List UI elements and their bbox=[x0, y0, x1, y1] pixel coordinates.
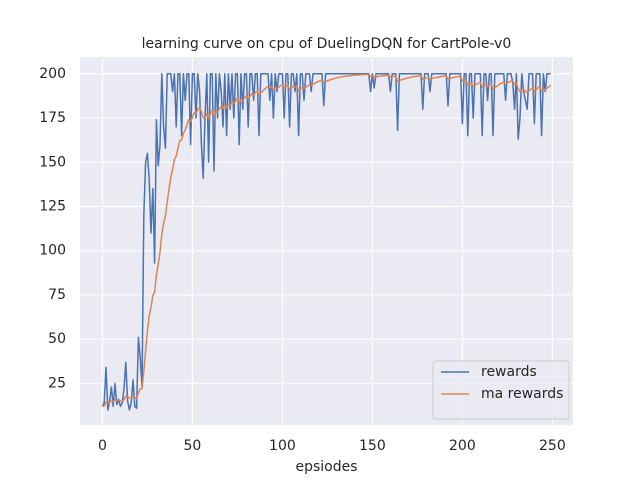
y-tick-label: 200 bbox=[39, 66, 66, 82]
x-tick-label: 150 bbox=[359, 438, 386, 454]
x-tick-label: 200 bbox=[449, 438, 476, 454]
x-tick-label: 100 bbox=[269, 438, 296, 454]
y-tick-label: 125 bbox=[39, 199, 66, 215]
line-series bbox=[102, 73, 552, 408]
y-tick-label: 75 bbox=[48, 287, 66, 303]
legend-label: ma rewards bbox=[481, 386, 563, 402]
y-tick-label: 25 bbox=[48, 375, 66, 391]
line-series bbox=[101, 73, 551, 411]
y-tick-label: 50 bbox=[48, 331, 66, 347]
x-axis-label: epsiodes bbox=[295, 459, 357, 475]
legend-box bbox=[432, 360, 570, 420]
x-tick-label: 0 bbox=[98, 438, 107, 454]
y-tick-label: 100 bbox=[39, 243, 66, 259]
chart-title: learning curve on cpu of DuelingDQN for … bbox=[142, 36, 512, 52]
y-tick-label: 150 bbox=[39, 154, 66, 170]
legend-label: rewards bbox=[481, 364, 537, 380]
y-tick-label: 175 bbox=[39, 110, 66, 126]
x-tick-label: 250 bbox=[539, 438, 566, 454]
legend: rewards ma rewards bbox=[432, 360, 570, 420]
x-tick-label: 50 bbox=[183, 438, 201, 454]
